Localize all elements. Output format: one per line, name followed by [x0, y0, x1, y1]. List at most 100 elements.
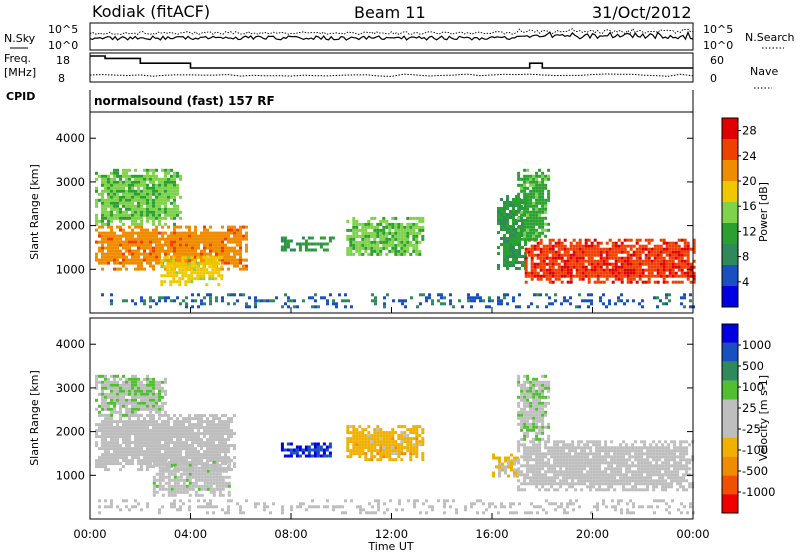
power-cell	[149, 256, 152, 259]
power-cell	[358, 250, 361, 253]
velocity-cell	[358, 449, 361, 452]
power-cell	[552, 275, 555, 278]
power-cell	[134, 220, 137, 223]
power-cell	[512, 296, 515, 299]
power-cell	[506, 219, 509, 222]
velocity-cell	[634, 458, 637, 461]
power-cell	[615, 248, 618, 251]
velocity-cell	[107, 384, 110, 387]
velocity-cell	[221, 435, 224, 438]
power-cell	[500, 198, 503, 201]
power-cell	[531, 275, 534, 278]
power-cell	[532, 229, 535, 232]
velocity-cell	[182, 423, 185, 426]
power-cell	[161, 217, 164, 220]
power-cell	[600, 263, 603, 266]
power-cell	[143, 268, 146, 271]
velocity-cell	[397, 437, 400, 440]
power-cell	[152, 202, 155, 205]
velocity-cell	[153, 488, 156, 491]
velocity-cell	[125, 429, 128, 432]
power-cell	[594, 272, 597, 275]
power-cell	[167, 211, 170, 214]
velocity-cell	[162, 476, 165, 479]
velocity-cell	[216, 482, 219, 485]
velocity-cell	[155, 426, 158, 429]
power-cell	[684, 263, 687, 266]
velocity-cell	[195, 485, 198, 488]
velocity-cell	[203, 435, 206, 438]
power-cell	[98, 235, 101, 238]
power-cell	[137, 187, 140, 190]
power-cell	[666, 248, 669, 251]
velocity-cell	[562, 455, 565, 458]
velocity-cell	[631, 443, 634, 446]
power-cell	[361, 229, 364, 232]
power-cell	[239, 250, 242, 253]
power-cell	[179, 175, 182, 178]
velocity-cell	[149, 399, 152, 402]
power-cell	[476, 293, 479, 296]
power-cell	[678, 266, 681, 269]
power-cell	[302, 299, 305, 302]
power-cell	[110, 253, 113, 256]
power-cell	[160, 283, 163, 286]
power-cell	[140, 199, 143, 202]
power-cell	[101, 293, 104, 296]
velocity-cell	[361, 452, 364, 455]
power-cell	[540, 239, 543, 242]
power-cell	[603, 272, 606, 275]
velocity-cell	[517, 470, 520, 473]
power-cell	[523, 190, 526, 193]
power-cell	[185, 238, 188, 241]
power-cell	[681, 263, 684, 266]
power-cell	[639, 257, 642, 260]
power-cell	[110, 220, 113, 223]
velocity-cell	[143, 450, 146, 453]
power-cell	[371, 293, 374, 296]
power-cell	[609, 275, 612, 278]
velocity-cell	[568, 485, 571, 488]
velocity-cell	[364, 443, 367, 446]
velocity-cell	[589, 479, 592, 482]
power-cell	[545, 293, 548, 296]
velocity-cell	[532, 482, 535, 485]
velocity-cell	[153, 476, 156, 479]
velocity-cell	[296, 455, 299, 458]
power-cell	[579, 278, 582, 281]
power-cell	[95, 187, 98, 190]
velocity-cell	[155, 438, 158, 441]
power-cell	[532, 193, 535, 196]
velocity-cell	[504, 466, 507, 469]
velocity-cell	[574, 449, 577, 452]
velocity-cell	[571, 467, 574, 470]
power-cell	[131, 202, 134, 205]
power-cell	[669, 272, 672, 275]
velocity-cell	[188, 444, 191, 447]
power-cell	[116, 226, 119, 229]
power-cell	[116, 181, 119, 184]
power-cell	[600, 251, 603, 254]
power-cell	[134, 250, 137, 253]
velocity-cell	[113, 411, 116, 414]
velocity-cell	[134, 414, 137, 417]
power-cell	[137, 196, 140, 199]
power-cell	[281, 249, 284, 252]
power-cell	[370, 217, 373, 220]
power-cell	[224, 235, 227, 238]
velocity-cell	[204, 473, 207, 476]
power-cell	[101, 175, 104, 178]
power-cell	[173, 199, 176, 202]
velocity-cell	[101, 438, 104, 441]
velocity-cell	[619, 458, 622, 461]
velocity-cell	[586, 485, 589, 488]
power-cell	[535, 190, 538, 193]
velocity-cell	[544, 470, 547, 473]
velocity-cell	[207, 467, 210, 470]
power-cell	[642, 251, 645, 254]
power-cell	[140, 296, 143, 299]
power-cell	[176, 259, 179, 262]
velocity-cell	[526, 464, 529, 467]
power-cell	[406, 241, 409, 244]
velocity-cell	[538, 461, 541, 464]
